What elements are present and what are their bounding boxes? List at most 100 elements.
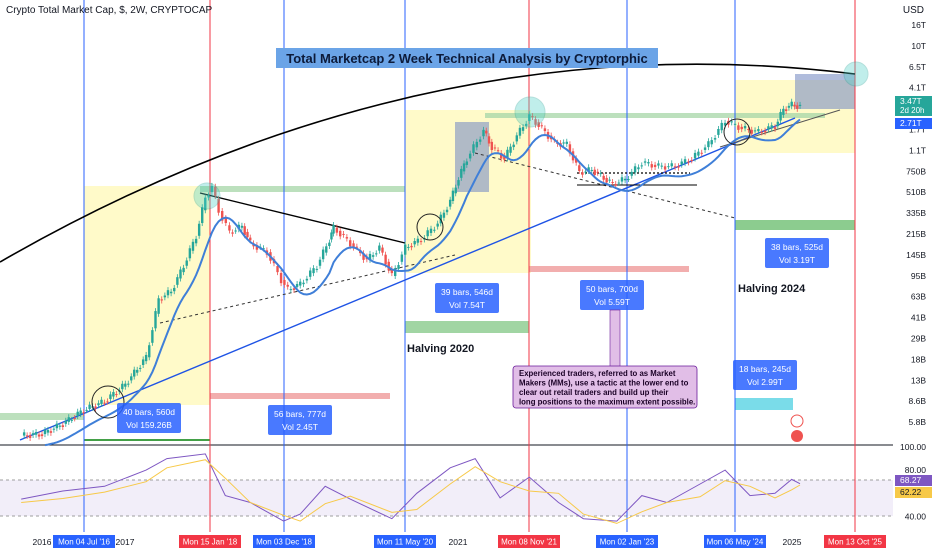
candle-body [82,412,85,414]
red-level-2 [529,266,689,272]
rsi-line [21,453,801,522]
candle-body [151,330,154,343]
price-tick: 18B [911,354,926,364]
candle-body [565,141,568,144]
rsi-band [0,480,893,516]
candle-body [723,122,727,126]
moving-average-line [44,118,801,447]
candle-body [757,129,760,132]
price-flag-value-2: 2.71T [900,118,922,128]
candle-body [568,144,572,154]
date-flag-3 [253,535,315,548]
candle-body [710,140,713,145]
candle-body [782,108,785,115]
candle-body [515,135,519,142]
candle-body [657,163,660,166]
candle-body [608,179,611,181]
note-pointer [609,309,621,369]
level-band-2 [0,413,84,420]
candle-body [790,101,793,107]
red-level-1 [210,393,390,399]
candle-body [384,254,387,265]
candle-body [246,231,249,238]
peak-circle-3 [843,61,869,87]
date-flag-2 [179,535,241,548]
candle-body [349,240,352,247]
rsi-flag-1 [895,475,932,486]
candle-body [141,359,145,365]
candle-body [457,180,460,186]
candle-body [37,434,41,437]
candle-body [214,186,217,197]
candle-body [653,164,657,168]
chart-title: Total Marketcap 2 Week Technical Analysi… [286,51,647,66]
halving-2020-label: Halving 2020 [407,343,474,355]
candle-body [328,242,331,247]
level-band-3 [485,113,825,118]
candle-body [335,227,339,233]
candle-body [680,161,683,165]
candle-body [524,123,528,126]
range-label-box-2 [268,405,332,435]
candle-body [289,289,293,291]
candle-body [332,224,335,234]
rsi-flag-value-2: 62.22 [900,487,922,497]
candle-body [325,246,328,253]
candle-body [521,127,525,131]
candle-body [643,161,647,163]
price-tick: 8.6B [909,396,927,406]
candle-body [767,126,770,130]
date-flag-label-2: Mon 15 Jan '18 [183,538,238,547]
candle-body [677,166,680,168]
candle-body [166,290,170,296]
candle-body [462,163,466,172]
candle-body [740,126,743,130]
candle-body [397,265,400,269]
range-label-vol-1: Vol 159.26B [126,420,172,430]
candle-body [465,161,469,165]
range-label-vol-6: Vol 2.99T [747,377,783,387]
price-tick: 41B [911,313,926,323]
time-tick: 2017 [116,537,135,547]
candle-body [97,403,100,406]
candle-body [262,248,265,250]
price-axis [893,0,932,550]
price-flag-2 [895,118,932,129]
candle-body [130,376,133,381]
level-band-4 [405,321,529,333]
candle-body [407,246,410,248]
candle-body [292,288,296,290]
candle-body [185,260,188,266]
candle-body [381,247,384,253]
candle-body [743,126,747,129]
candle-body [207,195,210,198]
price-tick: 29B [911,334,926,344]
cycle-zone-1 [84,186,210,405]
candle-body [148,345,151,358]
candle-body [352,243,355,248]
candle-body [747,129,750,131]
date-flag-8 [824,535,886,548]
candle-body [94,406,97,409]
candle-body [596,171,599,173]
candle-body [70,419,73,421]
candle-body [228,225,231,231]
candle-body [375,253,378,255]
candle-body [136,369,139,373]
candle-body [100,399,103,404]
currency-label[interactable]: USD [902,5,924,16]
support-trendline [19,117,796,441]
candle-body [169,291,173,294]
candle-body [400,254,404,262]
candle-body [106,401,109,403]
price-flag-value-1: 3.47T [900,96,922,106]
candle-body [315,268,319,270]
candle-body [255,245,259,250]
candle-body [197,223,201,236]
price-tick: 10T [911,41,926,51]
candle-body [650,164,653,168]
candle-body [637,167,640,170]
candle-body [276,266,279,273]
